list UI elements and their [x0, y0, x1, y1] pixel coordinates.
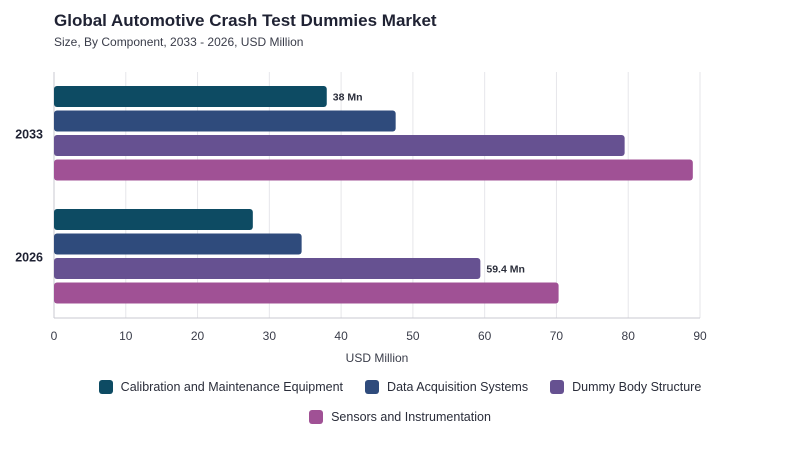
- bar: [54, 159, 693, 181]
- x-tick-label: 10: [119, 329, 133, 343]
- x-tick-label: 30: [263, 329, 277, 343]
- x-tick-label: 0: [51, 329, 58, 343]
- legend-swatch: [550, 380, 565, 394]
- x-tick-label: 40: [334, 329, 348, 343]
- legend-swatch: [365, 380, 380, 394]
- x-tick-label: 90: [693, 329, 707, 343]
- bar: [54, 258, 481, 279]
- legend-label: Dummy Body Structure: [572, 380, 702, 394]
- legend: Calibration and Maintenance Equipment Dat…: [0, 380, 800, 440]
- bar: [54, 86, 327, 107]
- legend-swatch: [309, 410, 324, 424]
- legend-row: Sensors and Instrumentation: [0, 410, 800, 424]
- legend-label: Calibration and Maintenance Equipment: [120, 380, 344, 394]
- legend-row: Calibration and Maintenance Equipment Dat…: [0, 380, 800, 394]
- bar: [54, 282, 559, 304]
- bar: [54, 135, 625, 156]
- bar: [54, 110, 396, 132]
- legend-item[interactable]: Sensors and Instrumentation: [309, 410, 491, 424]
- legend-label: Data Acquisition Systems: [387, 380, 529, 394]
- x-tick-label: 20: [191, 329, 205, 343]
- x-tick-label: 70: [550, 329, 564, 343]
- legend-item[interactable]: Dummy Body Structure: [550, 380, 701, 394]
- legend-label: Sensors and Instrumentation: [331, 410, 491, 424]
- x-tick-label: 60: [478, 329, 492, 343]
- legend-swatch: [98, 380, 113, 394]
- bar: [54, 233, 302, 255]
- legend-item[interactable]: Data Acquisition Systems: [365, 380, 528, 394]
- category-label: 2026: [15, 250, 43, 264]
- x-tick-label: 80: [622, 329, 636, 343]
- x-tick-label: 50: [406, 329, 420, 343]
- bar: [54, 209, 253, 230]
- data-label: 59.4 Mn: [486, 264, 525, 276]
- chart-subtitle: Size, By Component, 2033 - 2026, USD Mil…: [54, 35, 304, 49]
- x-axis-label: USD Million: [346, 351, 409, 365]
- legend-item[interactable]: Calibration and Maintenance Equipment: [98, 380, 344, 394]
- data-label: 38 Mn: [333, 92, 363, 104]
- chart-title: Global Automotive Crash Test Dummies Mar…: [54, 11, 437, 30]
- category-label: 2033: [15, 127, 43, 141]
